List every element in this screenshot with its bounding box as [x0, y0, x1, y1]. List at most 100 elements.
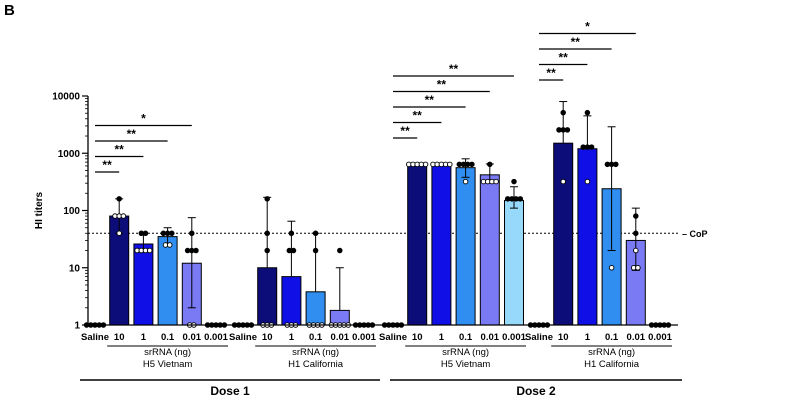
- x-tick-label: 10: [558, 332, 569, 343]
- dose-label: Dose 1: [210, 384, 250, 398]
- bar: [305, 291, 326, 326]
- data-point: [584, 178, 591, 185]
- significance-label: **: [437, 78, 447, 92]
- bar: [257, 267, 278, 326]
- data-point: [264, 196, 270, 202]
- data-point: [462, 178, 469, 185]
- data-point: [560, 109, 566, 116]
- x-axis-title: srRNA (ng): [144, 347, 191, 358]
- significance-label: **: [127, 127, 137, 141]
- data-point: [142, 230, 149, 237]
- strain-label: H5 Vietnam: [143, 359, 193, 370]
- significance-label: **: [559, 51, 569, 65]
- data-point: [511, 178, 517, 185]
- significance-layer: ***************** *******: [95, 20, 636, 173]
- y-tick-label: 1000: [58, 149, 81, 160]
- bar: [407, 163, 428, 326]
- bar: [553, 142, 574, 326]
- significance-label: **: [571, 35, 581, 49]
- y-tick-label: 10000: [52, 92, 80, 103]
- data-point: [120, 213, 127, 219]
- data-point: [493, 178, 499, 185]
- data-point: [633, 247, 639, 254]
- data-point: [166, 242, 173, 248]
- dose-label: Dose 2: [516, 384, 556, 398]
- data-point: [169, 230, 175, 237]
- data-point: [288, 230, 295, 237]
- significance-label: **: [546, 66, 556, 80]
- bar-layer: [109, 142, 646, 326]
- x-tick-label: 0.01: [331, 332, 350, 343]
- strain-label: H1 California: [584, 359, 640, 370]
- x-tick-label: 10: [412, 332, 423, 343]
- x-tick-label: 0.01: [183, 332, 202, 343]
- x-tick-label: 0.001: [502, 332, 526, 343]
- significance-label: *: [141, 112, 146, 126]
- data-point: [264, 230, 270, 237]
- x-tick-label: 0.1: [459, 332, 473, 343]
- data-point: [564, 127, 571, 133]
- significance-label: **: [102, 158, 112, 172]
- bar: [455, 167, 476, 326]
- bar: [431, 163, 452, 326]
- data-point: [588, 144, 595, 150]
- data-point: [189, 230, 195, 237]
- x-tick-label: 1: [585, 332, 591, 343]
- x-tick-label: 0.01: [627, 332, 646, 343]
- data-point: [608, 265, 615, 271]
- data-point: [116, 196, 122, 202]
- data-point: [290, 247, 297, 254]
- x-tick-label: 1: [141, 332, 147, 343]
- x-tick-label: 10: [262, 332, 273, 343]
- x-tick-label: Saline: [229, 332, 257, 343]
- data-point: [447, 161, 453, 168]
- x-tick-label: 1: [289, 332, 295, 343]
- data-point: [560, 178, 566, 185]
- data-point: [633, 213, 639, 219]
- x-axis-title: srRNA (ng): [442, 347, 489, 358]
- strain-label: H1 California: [288, 359, 344, 370]
- x-tick-label: 10: [114, 332, 125, 343]
- grid-layer: – CoP: [88, 229, 708, 239]
- x-tick-label: 0.1: [161, 332, 175, 343]
- y-tick-label: 10: [69, 263, 81, 274]
- data-point: [193, 247, 199, 254]
- bar: [133, 243, 154, 326]
- x-tick-label: 1: [439, 332, 445, 343]
- significance-label: **: [449, 62, 459, 76]
- strain-label: H5 Vietnam: [441, 359, 491, 370]
- x-tick-label: 0.001: [352, 332, 376, 343]
- data-point: [337, 247, 343, 254]
- x-tick-label: 0.1: [309, 332, 323, 343]
- x-tick-label: Saline: [525, 332, 553, 343]
- data-point: [312, 247, 319, 254]
- data-point: [584, 109, 591, 116]
- significance-label: *: [585, 20, 590, 34]
- y-axis-title: HI titers: [34, 191, 45, 229]
- y-tick-label: 1: [74, 321, 80, 332]
- data-point: [635, 265, 641, 271]
- data-point: [146, 247, 153, 254]
- x-tick-label: Saline: [379, 332, 407, 343]
- significance-label: **: [115, 143, 125, 157]
- x-tick-label: 0.001: [204, 332, 228, 343]
- bar: [479, 174, 500, 326]
- bar: [504, 199, 524, 326]
- x-axis-title: srRNA (ng): [588, 347, 635, 358]
- y-tick-label: 100: [63, 206, 80, 217]
- data-point: [312, 230, 319, 237]
- data-point: [469, 161, 475, 168]
- x-tick-label: 0.001: [648, 332, 672, 343]
- significance-label: **: [425, 93, 435, 107]
- point-layer: [83, 109, 672, 328]
- axis-layer: 1 10 100 1000 10000 HI titers: [34, 92, 678, 332]
- significance-label: **: [413, 109, 423, 123]
- x-tick-label: Saline: [81, 332, 109, 343]
- panel-label: B: [4, 2, 15, 19]
- data-point: [487, 161, 493, 168]
- bar: [577, 148, 598, 326]
- x-tick-label: 0.1: [605, 332, 619, 343]
- data-point: [422, 161, 429, 168]
- bar: [157, 236, 178, 326]
